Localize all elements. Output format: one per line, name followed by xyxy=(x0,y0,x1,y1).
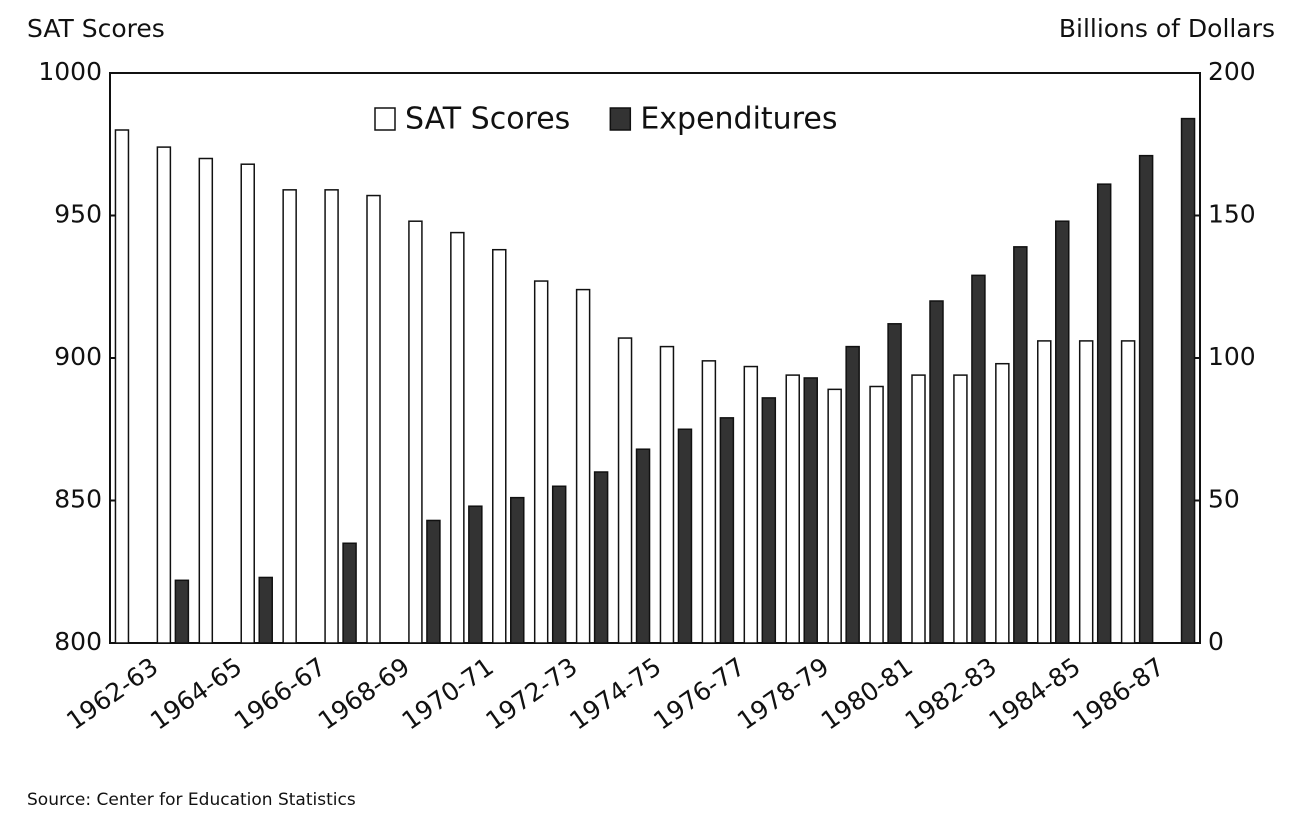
x-tick-label: 1976-77 xyxy=(648,652,750,736)
bar xyxy=(156,146,172,644)
y2-tick-label: 50 xyxy=(1208,485,1240,514)
legend-swatch xyxy=(609,107,632,131)
y2-axis-title: Billions of Dollars xyxy=(1059,14,1275,43)
y2-tick-label: 100 xyxy=(1208,342,1256,371)
bar xyxy=(845,345,860,644)
bar xyxy=(911,374,926,644)
bar xyxy=(953,374,968,644)
x-tick-label: 1972-73 xyxy=(480,652,582,736)
x-tick-label: 1986-87 xyxy=(1067,652,1169,736)
y-tick-label: 850 xyxy=(54,485,102,514)
bar xyxy=(1120,340,1136,644)
y2-tick-label: 150 xyxy=(1208,200,1256,229)
bar xyxy=(408,220,423,644)
bar xyxy=(1037,340,1052,644)
bar xyxy=(258,576,273,644)
bar xyxy=(450,231,465,644)
bar xyxy=(1180,117,1196,644)
x-tick-label: 1968-69 xyxy=(313,652,415,736)
bar xyxy=(971,274,986,644)
bar xyxy=(1096,183,1112,644)
bar xyxy=(929,300,944,644)
x-tick-label: 1978-79 xyxy=(732,652,834,736)
bar xyxy=(677,428,693,644)
bar xyxy=(551,485,567,644)
bar xyxy=(995,362,1010,644)
bar xyxy=(593,471,609,644)
bar xyxy=(785,374,800,644)
x-tick-label: 1980-81 xyxy=(816,652,918,736)
bar xyxy=(342,542,357,644)
x-tick-label: 1982-83 xyxy=(900,652,1002,736)
bar xyxy=(887,323,902,644)
bar xyxy=(635,448,651,644)
bar xyxy=(533,280,549,644)
bar xyxy=(1013,246,1028,644)
legend-label: Expenditures xyxy=(640,102,837,137)
legend-label: SAT Scores xyxy=(405,102,570,137)
bar xyxy=(827,388,842,644)
x-tick-label: 1970-71 xyxy=(397,652,499,736)
y-axis-title: SAT Scores xyxy=(27,14,165,43)
bar xyxy=(743,365,759,644)
y2-tick-label: 200 xyxy=(1208,57,1256,86)
bar xyxy=(510,496,525,644)
bar xyxy=(282,189,297,644)
bar xyxy=(324,189,339,644)
bar xyxy=(492,248,507,644)
bar xyxy=(1055,220,1070,644)
x-tick-label: 1984-85 xyxy=(984,652,1086,736)
y-tick-label: 1000 xyxy=(38,57,102,86)
x-tick-label: 1964-65 xyxy=(145,652,247,736)
bar xyxy=(468,505,483,644)
x-tick-label: 1966-67 xyxy=(229,652,331,736)
bar xyxy=(198,157,214,644)
y-tick-label: 900 xyxy=(54,342,102,371)
legend-swatch xyxy=(374,107,396,131)
y2-tick-label: 0 xyxy=(1208,627,1224,656)
bar xyxy=(426,519,441,644)
bar xyxy=(617,337,633,644)
x-tick-label: 1962-63 xyxy=(61,652,163,736)
bar xyxy=(719,417,735,644)
bar xyxy=(701,360,717,644)
bar xyxy=(575,288,591,644)
bar xyxy=(659,345,675,644)
bar xyxy=(366,194,381,644)
bar xyxy=(761,397,777,644)
source-note: Source: Center for Education Statistics xyxy=(27,790,356,810)
x-tick-label: 1974-75 xyxy=(564,652,666,736)
bar xyxy=(803,377,818,644)
bar xyxy=(869,385,884,644)
bar xyxy=(1078,340,1094,644)
bar xyxy=(240,163,255,644)
y-tick-label: 950 xyxy=(54,200,102,229)
bar xyxy=(1138,154,1154,644)
plot-frame xyxy=(109,72,1201,644)
bar xyxy=(174,579,190,644)
bar xyxy=(114,129,130,644)
y-tick-label: 800 xyxy=(54,627,102,656)
